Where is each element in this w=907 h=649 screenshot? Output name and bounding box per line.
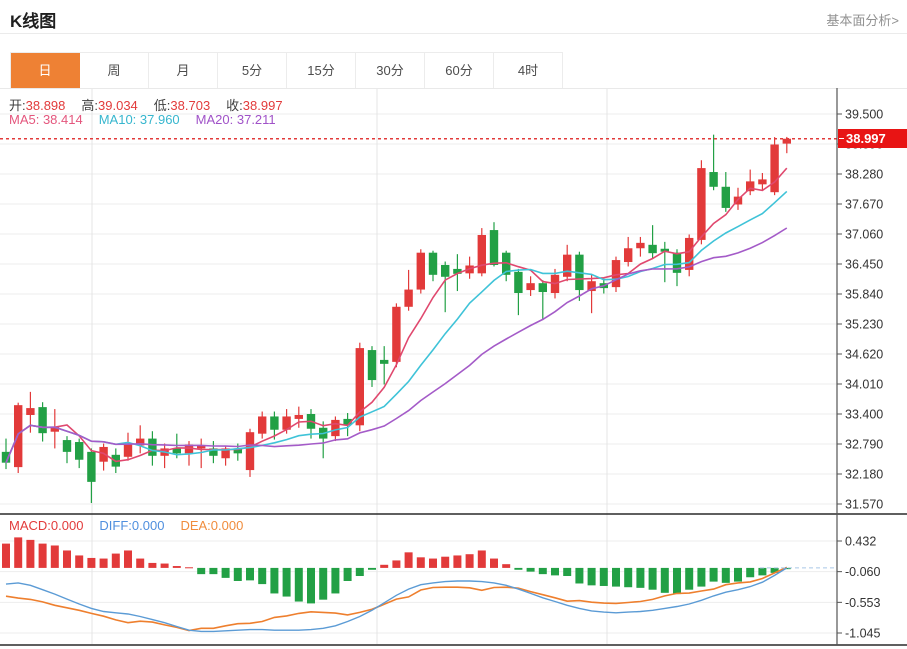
svg-text:-1.045: -1.045	[845, 627, 880, 641]
ma-row-item: MA10: 37.960	[98, 112, 180, 127]
ohlc-row-item: 高:39.034	[81, 98, 138, 113]
macd-readout: MACD:0.000 DIFF:0.000 DEA:0.000	[9, 518, 259, 533]
svg-text:34.620: 34.620	[845, 348, 883, 362]
candles-layer	[1, 134, 791, 504]
svg-text:-0.060: -0.060	[845, 565, 880, 579]
diff-line	[5, 567, 788, 633]
grid-layer	[0, 89, 837, 644]
svg-text:36.450: 36.450	[845, 258, 883, 272]
ohlc-readout: 开:38.898 高:39.034 低:38.703 收:38.997	[9, 95, 299, 114]
svg-text:31.570: 31.570	[845, 498, 883, 512]
svg-text:34.010: 34.010	[845, 378, 883, 392]
ma20-line	[5, 227, 788, 464]
ma-lines-layer	[5, 167, 788, 464]
tab-15min[interactable]: 15分	[287, 53, 356, 89]
tab-60min[interactable]: 60分	[425, 53, 494, 89]
ohlc-row-item: 低:38.703	[153, 98, 211, 113]
ma-row-item: MA20: 37.211	[195, 112, 276, 127]
svg-text:-0.553: -0.553	[845, 596, 880, 610]
page-title: K线图	[10, 12, 57, 31]
tab-monthly[interactable]: 月	[149, 53, 218, 89]
dea-line	[5, 566, 788, 632]
ma5-line	[5, 167, 788, 464]
macd-histogram-layer	[2, 537, 791, 604]
svg-text:33.400: 33.400	[845, 408, 883, 422]
svg-text:32.790: 32.790	[845, 438, 883, 452]
svg-text:37.060: 37.060	[845, 228, 883, 242]
macd-row-item: MACD:0.000	[9, 518, 84, 533]
ohlc-row-item: 收:38.997	[226, 98, 283, 113]
macd-row-item: DEA:0.000	[180, 518, 244, 533]
tabbar-divider	[0, 88, 907, 89]
period-tab-bar: 日周月 5分 15分 30分 60分 4时	[10, 52, 563, 89]
ma-row-item: MA5: 38.414	[9, 112, 83, 127]
widget-header: K线图 基本面分析>	[0, 0, 907, 34]
svg-text:38.280: 38.280	[845, 168, 883, 182]
ma-readout: MA5: 38.414 MA10: 37.960 MA20: 37.211	[9, 112, 292, 127]
svg-text:35.840: 35.840	[845, 288, 883, 302]
y-axis-labels: 39.50038.89038.28037.67037.06036.45035.8…	[845, 108, 883, 641]
svg-text:37.670: 37.670	[845, 198, 883, 212]
svg-text:39.500: 39.500	[845, 108, 883, 122]
macd-row-item: DIFF:0.000	[99, 518, 165, 533]
tab-weekly[interactable]: 周	[80, 53, 149, 89]
macd-lines-layer	[5, 566, 836, 633]
tab-30min[interactable]: 30分	[356, 53, 425, 89]
ohlc-row-item: 开:38.898	[9, 98, 66, 113]
tab-daily[interactable]: 日	[11, 53, 80, 89]
svg-text:35.230: 35.230	[845, 318, 883, 332]
svg-text:32.180: 32.180	[845, 468, 883, 482]
last-price-tag: 38.997	[838, 129, 907, 148]
fundamental-analysis-link[interactable]: 基本面分析>	[826, 13, 899, 28]
svg-text:0.432: 0.432	[845, 535, 876, 549]
axis-layer	[0, 88, 907, 646]
